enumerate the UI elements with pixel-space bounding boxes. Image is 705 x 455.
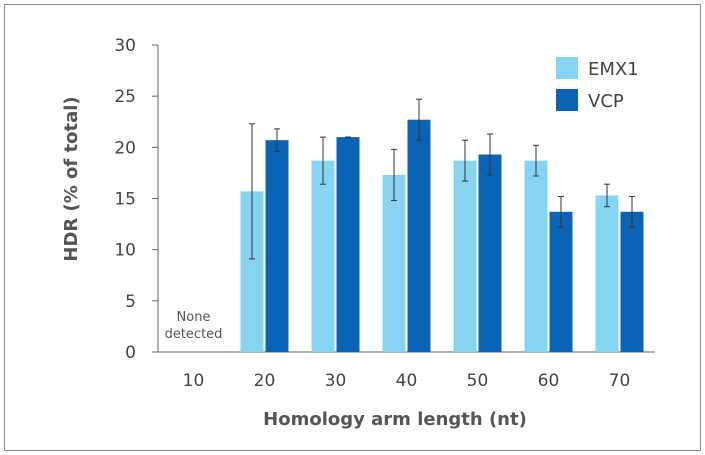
bar-chart: 0 5 10 15 20 25 30 10 20 30 40 50 60 70 EMX1 VCP None d… [61,36,655,430]
chart-frame: 0 5 10 15 20 25 30 10 20 30 40 50 60 70 EMX1 VCP None d… [4,4,701,451]
y-tick-label: 30 [114,36,136,56]
legend-swatch-emx1 [556,57,578,79]
y-tick-label: 20 [114,138,136,158]
y-tick-label: 0 [125,343,136,363]
legend-label-emx1: EMX1 [588,59,639,80]
tick-labels: 0 5 10 15 20 25 30 10 20 30 40 50 60 70 [114,36,630,391]
bar-emx1-20 [240,191,264,352]
bar-vcp-40 [407,119,431,352]
bar-vcp-50 [478,154,502,352]
bar-vcp-60 [549,211,573,352]
bar-vcp-20 [265,140,289,352]
x-tick-label: 10 [183,371,205,391]
x-tick-label: 60 [538,371,560,391]
y-tick-label: 10 [114,241,136,261]
bar-vcp-70 [620,211,644,352]
x-tick-label: 40 [396,371,418,391]
x-tick-label: 50 [467,371,489,391]
x-tick-label: 20 [254,371,276,391]
bar-emx1-40 [382,174,406,352]
annotations: None detected [165,310,223,342]
annotation-none-detected: detected [165,327,223,342]
bar-emx1-70 [595,195,619,352]
legend: EMX1 VCP [556,57,639,112]
legend-swatch-vcp [556,89,578,111]
bar-vcp-30 [336,137,360,352]
annotation-none-detected: None [177,310,211,325]
y-tick-label: 5 [125,292,136,312]
bar-emx1-60 [524,160,548,352]
error-bars [249,98,635,260]
bars [240,119,644,352]
x-tick-label: 70 [609,371,631,391]
legend-label-vcp: VCP [588,91,624,112]
y-tick-label: 15 [114,190,136,210]
x-tick-label: 30 [325,371,347,391]
y-axis-label: HDR (% of total) [61,96,82,261]
y-tick-label: 25 [114,87,136,107]
bar-emx1-50 [453,160,477,352]
bar-emx1-30 [311,160,335,352]
x-axis-label: Homology arm length (nt) [263,409,527,430]
